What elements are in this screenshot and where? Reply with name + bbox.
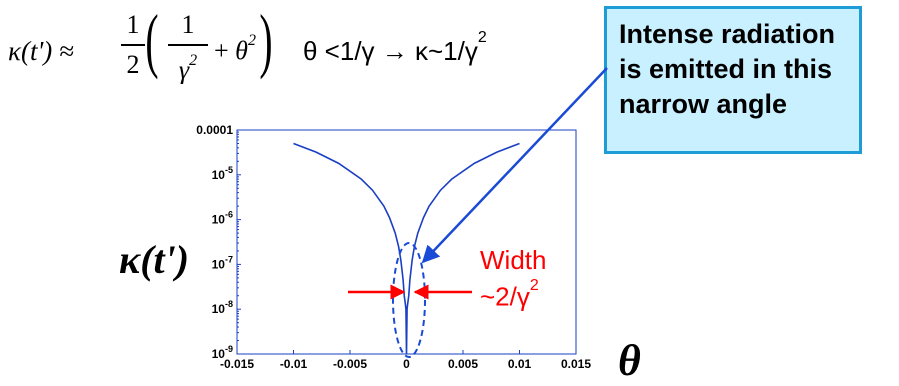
fraction-bar [121, 44, 145, 46]
width-annotation: Width ~2/γ2 [480, 244, 546, 313]
width-label-line-2: ~2/γ2 [480, 276, 546, 313]
inverse-gamma-squared-fraction: 1 γ2 [168, 10, 208, 85]
inner-numerator: 1 [181, 10, 195, 39]
plus-theta-squared: + θ2 [214, 32, 256, 66]
one-half-numerator: 1 [126, 10, 140, 39]
theta-exponent: 2 [247, 32, 256, 50]
x-tick-label: -0.01 [280, 357, 308, 371]
left-paren: ( [145, 0, 159, 80]
condition-exponent: 2 [477, 29, 487, 47]
gamma-exponent: 2 [189, 51, 198, 69]
theta-squared: θ2 [235, 32, 256, 65]
callout-box: Intense radiation is emitted in this nar… [604, 6, 862, 154]
right-paren: ) [259, 0, 273, 80]
kappa-formula: κ(t') ≈ 1 2 ( 1 γ2 + θ2 ) θ <1/γ → κ~1/γ… [8, 4, 598, 100]
x-axis-label: θ [618, 336, 641, 385]
theta-symbol: θ [235, 36, 248, 65]
inner-denominator: γ2 [168, 50, 208, 86]
width-value: ~2/γ [480, 281, 530, 312]
callout-line-3: narrow angle [619, 89, 788, 119]
narrow-peak-ellipse [392, 242, 426, 358]
series-group [293, 142, 520, 355]
fraction-bar [168, 44, 208, 46]
formula-lhs: κ(t') ≈ [8, 36, 74, 66]
y-tick-label: 0.0001 [196, 123, 233, 137]
kappa-curve [293, 142, 520, 355]
y-tick-label: 10-6 [212, 210, 233, 227]
x-tick-label: 0.005 [448, 357, 478, 371]
x-tick-label: 0.01 [508, 357, 532, 371]
x-tick-label: 0 [403, 357, 410, 371]
width-label-line-1: Width [480, 245, 547, 275]
one-half-fraction: 1 2 [121, 10, 145, 80]
callout-arrow [421, 67, 608, 264]
plus-sign: + [214, 36, 229, 65]
callout-line-2: is emitted in this [619, 54, 833, 84]
x-tick-label: 0.015 [561, 357, 591, 371]
y-tick-label: 10-9 [212, 344, 233, 361]
callout-line-1: Intense radiation [619, 19, 836, 49]
y-tick-label: 10-7 [212, 254, 233, 271]
width-exponent: 2 [529, 277, 539, 294]
condition-text: θ <1/γ → κ~1/γ2 [303, 29, 487, 67]
gamma-symbol: γ [178, 55, 190, 85]
one-half-denominator: 2 [126, 49, 140, 79]
x-tick-label: -0.005 [333, 357, 367, 371]
condition-body: θ <1/γ → κ~1/γ [303, 36, 478, 66]
y-axis-label: κ(t') [119, 237, 190, 282]
x-tick-label: -0.015 [220, 357, 254, 371]
y-tick-label: 10-5 [212, 165, 233, 182]
tick-group: -0.015 -0.01 -0.005 0 0.005 0.01 0.015 10-9 10-8… [196, 123, 591, 371]
y-tick-label: 10-8 [212, 299, 233, 316]
